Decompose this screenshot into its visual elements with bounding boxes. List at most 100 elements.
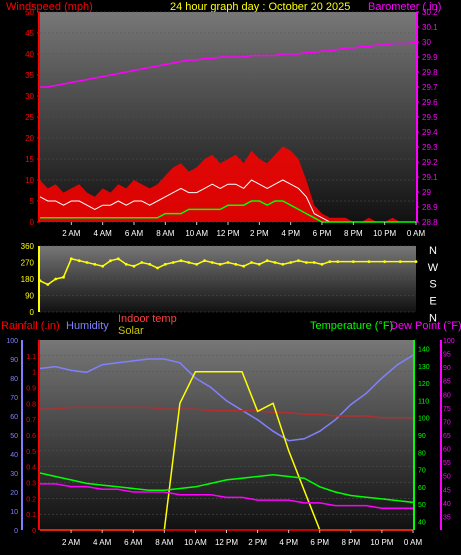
wind-direction-point <box>116 257 120 261</box>
humidity-line <box>39 354 414 442</box>
temperature-tick-label: 100 <box>418 416 430 423</box>
barometer-axis-title: Barometer (.in) <box>368 1 442 13</box>
time-label-bottom: 10 PM <box>370 538 393 547</box>
time-label-top: 8 AM <box>156 229 175 238</box>
barometer-tick-label: 30.2 <box>422 8 438 17</box>
barometer-tick-label: 29.3 <box>422 143 438 152</box>
windspeed-axis-title: Windspeed (mph) <box>6 1 93 13</box>
dew-point-legend: Dew Point (°F) <box>390 320 461 332</box>
humidity-legend: Humidity <box>66 320 109 332</box>
time-label-bottom: 6 PM <box>310 538 329 547</box>
compass-label: N <box>429 312 437 324</box>
barometer-tick-label: 29.7 <box>422 83 438 92</box>
wind-direction-point <box>85 261 89 264</box>
humidity-tick-label: 10 <box>10 509 18 516</box>
humidity-tick-label: 40 <box>10 452 18 459</box>
direction-tick-label: 180 <box>21 275 35 284</box>
dew-point-tick-label: 65 <box>443 433 451 440</box>
dew-point-tick-label: 80 <box>443 392 451 399</box>
temperature-tick-label: 90 <box>418 433 426 440</box>
wind-direction-point <box>109 259 112 263</box>
dew-point-tick-label: 75 <box>443 406 451 413</box>
time-label-bottom: 4 PM <box>279 538 298 547</box>
wind-direction-point <box>383 260 387 263</box>
wind-direction-point <box>304 261 308 264</box>
temperature-tick-label: 40 <box>418 519 426 526</box>
wind-direction-point <box>250 261 253 264</box>
wind-tick-label: 20 <box>25 134 34 143</box>
dew-point-tick-label: 70 <box>443 419 451 426</box>
wind-direction-point <box>46 283 50 286</box>
dew-point-line <box>40 483 413 510</box>
rainfall-tick-label: 0 <box>32 528 36 535</box>
wind-direction-point <box>336 260 340 263</box>
temperature-tick-label: 80 <box>418 450 426 457</box>
wind-direction-point <box>398 260 402 263</box>
rainfall-tick-label: 0.9 <box>26 386 36 393</box>
chart-title: 24 hour graph day : October 20 2025 <box>170 1 351 13</box>
time-label-bottom: 2 AM <box>62 538 81 547</box>
time-label-top: 4 AM <box>94 229 113 238</box>
dew-point-tick-label: 85 <box>443 379 451 386</box>
rainfall-tick-label: 1 <box>32 370 36 377</box>
rainfall-legend: Rainfall (.in) <box>1 320 60 332</box>
wind-direction-point <box>320 262 324 266</box>
wind-tick-label: 5 <box>30 197 35 206</box>
wind-direction-point <box>140 261 144 264</box>
wind-direction-point <box>265 259 269 263</box>
wind-direction-point <box>132 264 136 268</box>
wind-direction-point <box>148 262 152 266</box>
wind-direction-point <box>54 277 58 281</box>
rainfall-tick-label: 0.4 <box>26 465 36 472</box>
direction-tick-label: 0 <box>30 308 35 317</box>
wind-direction-point <box>101 264 105 268</box>
dew-point-tick-label: 55 <box>443 460 451 467</box>
solar-legend: Solar <box>118 325 144 337</box>
time-label-bottom: 8 AM <box>155 538 174 547</box>
time-label-bottom: 2 PM <box>248 538 267 547</box>
time-label-bottom: 0 AM <box>404 538 423 547</box>
humidity-tick-label: 100 <box>6 338 18 345</box>
time-label-bottom: 12 PM <box>215 538 238 547</box>
wind-direction-point <box>367 260 371 263</box>
wind-tick-label: 0 <box>30 218 35 227</box>
wind-direction-point <box>297 259 300 263</box>
temperature-line <box>39 472 414 504</box>
rainfall-tick-label: 1.1 <box>26 354 36 361</box>
dew-point-tick-label: 50 <box>443 474 451 481</box>
rainfall-tick-label: 0.5 <box>26 449 36 456</box>
temperature-tick-label: 110 <box>418 398 429 405</box>
wind-direction-point <box>77 259 81 263</box>
wind-direction-point <box>210 261 214 264</box>
barometer-tick-label: 29.9 <box>422 53 438 62</box>
wind-tick-label: 40 <box>25 50 34 59</box>
temperature-tick-label: 130 <box>418 364 430 371</box>
barometer-tick-label: 28.8 <box>422 218 438 227</box>
compass-label: S <box>429 279 436 291</box>
humidity-tick-label: 0 <box>14 528 18 535</box>
dew-point-tick-label: 45 <box>443 487 451 494</box>
time-label-bottom: 8 PM <box>341 538 360 547</box>
temperature-tick-label: 120 <box>418 381 430 388</box>
compass-label: W <box>428 262 439 274</box>
rainfall-tick-label: 0.2 <box>26 496 36 503</box>
wind-direction-point <box>171 261 175 264</box>
humidity-tick-label: 90 <box>10 357 18 364</box>
humidity-tick-label: 70 <box>10 395 18 402</box>
wind-tick-label: 25 <box>25 113 34 122</box>
direction-tick-label: 90 <box>25 292 34 301</box>
barometer-tick-label: 29.8 <box>422 68 438 77</box>
wind-direction-point <box>124 262 128 266</box>
time-label-top: 10 PM <box>373 229 396 238</box>
wind-direction-point <box>163 262 167 266</box>
barometer-tick-label: 29.4 <box>422 128 438 137</box>
barometer-tick-label: 29.6 <box>422 98 438 107</box>
barometer-tick-label: 30 <box>422 38 431 47</box>
compass-label: E <box>429 295 436 307</box>
barometer-tick-label: 30.1 <box>422 23 438 32</box>
time-label-top: 4 PM <box>281 229 300 238</box>
rainfall-tick-label: 0.8 <box>26 401 36 408</box>
wind-direction-point <box>226 261 230 264</box>
wind-direction-point <box>351 260 355 263</box>
time-label-bottom: 6 AM <box>124 538 143 547</box>
